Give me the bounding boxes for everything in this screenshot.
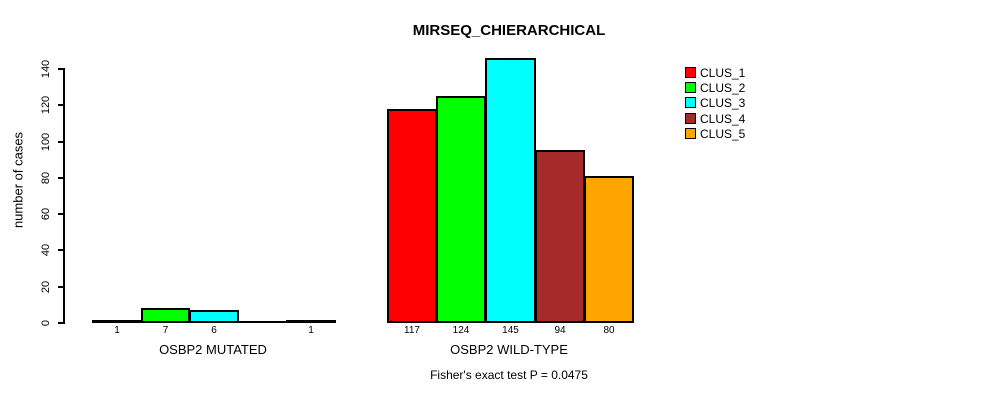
legend-swatch-clus_2 <box>685 82 696 93</box>
bar-clus_5-group1 <box>286 320 336 323</box>
bar-value-label: 117 <box>404 325 420 336</box>
group-label-mutated: OSBP2 MUTATED <box>159 342 267 357</box>
bar-value-label: 1 <box>114 325 120 336</box>
bar-clus_2-group1 <box>141 308 190 323</box>
bar-value-label: 94 <box>554 325 566 336</box>
bar-clus_2-group2 <box>436 96 486 323</box>
legend-swatch-clus_5 <box>685 128 696 139</box>
bar-value-label: 6 <box>211 325 217 336</box>
legend-label-clus_1: CLUS_1 <box>700 66 746 80</box>
y-tick-mark <box>58 286 64 288</box>
y-tick-label: 100 <box>40 132 52 152</box>
y-tick-label: 0 <box>40 319 52 327</box>
y-tick-label: 40 <box>40 243 52 257</box>
bar-value-label: 145 <box>502 325 519 336</box>
bar-value-label: 124 <box>452 325 470 336</box>
y-axis-label: number of cases <box>10 131 26 229</box>
legend-label-clus_4: CLUS_4 <box>700 112 746 126</box>
y-tick-label: 60 <box>40 207 52 221</box>
bar-value-label: 80 <box>603 325 615 336</box>
legend-label-clus_3: CLUS_3 <box>700 96 746 110</box>
y-tick-mark <box>58 177 64 179</box>
y-axis-line <box>63 68 65 324</box>
legend-swatch-clus_1 <box>685 67 696 78</box>
legend-swatch-clus_3 <box>685 97 696 108</box>
y-tick-label: 20 <box>40 280 52 294</box>
y-tick-label: 80 <box>40 171 52 185</box>
y-tick-mark <box>58 141 64 143</box>
y-tick-label: 140 <box>40 59 52 79</box>
y-tick-mark <box>58 104 64 106</box>
chart-title: MIRSEQ_CHIERARCHICAL <box>412 22 606 39</box>
bar-clus_1-group1 <box>92 320 142 323</box>
y-tick-mark <box>58 68 64 70</box>
bar-clus_1-group2 <box>387 109 437 323</box>
y-tick-label: 120 <box>40 95 52 115</box>
bar-clus_3-group2 <box>485 58 536 323</box>
y-tick-mark <box>58 322 64 324</box>
group-label-wild-type: OSBP2 WILD-TYPE <box>450 342 568 357</box>
legend-swatch-clus_4 <box>685 113 696 124</box>
legend-label-clus_5: CLUS_5 <box>700 127 746 141</box>
y-tick-mark <box>58 213 64 215</box>
bar-value-label: 1 <box>308 325 314 336</box>
bar-clus_3-group1 <box>189 310 239 323</box>
legend-label-clus_2: CLUS_2 <box>700 81 746 95</box>
bar-clus_5-group2 <box>584 176 634 323</box>
bar-clus_4-group2 <box>535 150 585 323</box>
bar-clus_4-group1 <box>238 321 287 323</box>
stat-annotation: Fisher's exact test P = 0.0475 <box>430 368 588 382</box>
bar-value-label: 7 <box>162 325 169 336</box>
y-tick-mark <box>58 249 64 251</box>
